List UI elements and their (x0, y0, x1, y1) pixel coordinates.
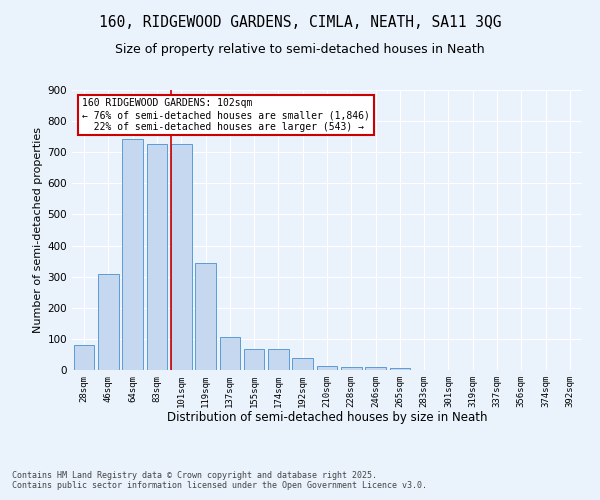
Bar (171, 144, 191, 370)
Text: 160, RIDGEWOOD GARDENS, CIMLA, NEATH, SA11 3QG: 160, RIDGEWOOD GARDENS, CIMLA, NEATH, SA… (99, 15, 501, 30)
Bar (268, 349, 289, 370)
Bar (244, 349, 265, 370)
Bar (220, 336, 240, 370)
Bar (195, 264, 216, 370)
Bar (365, 366, 386, 370)
Bar (317, 366, 337, 370)
Y-axis label: Number of semi-detached properties: Number of semi-detached properties (34, 127, 43, 333)
Bar (389, 368, 410, 370)
Text: 160 RIDGEWOOD GARDENS: 102sqm
← 76% of semi-detached houses are smaller (1,846)
: 160 RIDGEWOOD GARDENS: 102sqm ← 76% of s… (82, 98, 370, 132)
Bar (122, 139, 143, 370)
Text: Size of property relative to semi-detached houses in Neath: Size of property relative to semi-detach… (115, 42, 485, 56)
Bar (74, 345, 94, 370)
Bar (98, 274, 119, 370)
Bar (146, 144, 167, 370)
X-axis label: Distribution of semi-detached houses by size in Neath: Distribution of semi-detached houses by … (167, 412, 487, 424)
Bar (292, 358, 313, 370)
Bar (341, 366, 362, 370)
Text: Contains HM Land Registry data © Crown copyright and database right 2025.
Contai: Contains HM Land Registry data © Crown c… (12, 470, 427, 490)
